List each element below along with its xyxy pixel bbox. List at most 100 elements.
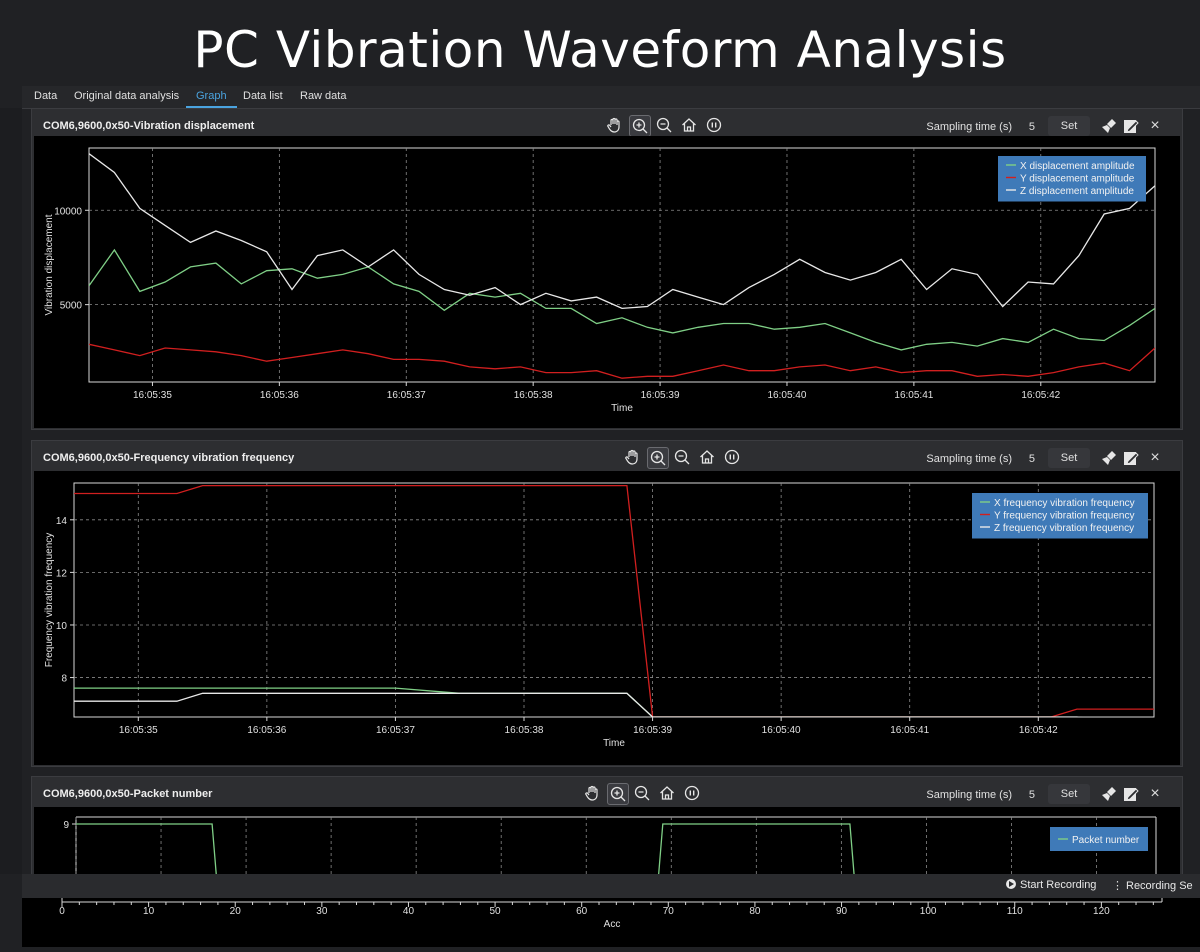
x-tick-label: 16:05:38	[514, 390, 553, 401]
home-icon[interactable]	[679, 115, 699, 135]
zoom-out-icon[interactable]	[672, 447, 692, 467]
series-line-3	[89, 153, 1155, 310]
frequency-chart[interactable]: 16:05:35 16:05:36 16:05:37 16:05:38 16:05:39…	[34, 471, 1180, 765]
legend-entry: Packet number	[1072, 835, 1140, 846]
tab-data-list[interactable]: Data list	[243, 90, 283, 102]
more-vertical-icon: ⋮	[1112, 880, 1123, 892]
panel-frequency-vibration: COM6,9600,0x50-Frequency vibration frequ…	[31, 440, 1183, 767]
pan-hand-icon[interactable]	[604, 115, 624, 135]
chart-area[interactable]: 9 Packet number	[34, 807, 1180, 874]
pause-icon[interactable]	[722, 447, 742, 467]
x-tick-label: 16:05:38	[505, 725, 544, 736]
series-line-2	[74, 484, 1154, 717]
tab-data[interactable]: Data	[34, 90, 58, 102]
y-tick-label: 8	[61, 674, 67, 685]
panel-title: COM6,9600,0x50-Vibration displacement	[43, 120, 255, 132]
play-icon	[1006, 879, 1016, 889]
x-tick-label: 100	[920, 906, 937, 917]
legend-entry: X frequency vibration frequency	[994, 498, 1135, 509]
series-line-2	[89, 343, 1155, 379]
chart-area[interactable]: 16:05:35 16:05:36 16:05:37 16:05:38 16:05:39…	[34, 136, 1180, 428]
x-tick-label: 16:05:35	[133, 390, 172, 401]
displacement-chart[interactable]: 16:05:35 16:05:36 16:05:37 16:05:38 16:05:39…	[34, 136, 1180, 428]
packet-number-chart[interactable]: 9 Packet number	[34, 807, 1180, 874]
x-tick-label: 10	[143, 906, 155, 917]
x-tick-label: 16:05:36	[247, 725, 286, 736]
sampling-time-value[interactable]: 5	[1028, 121, 1035, 133]
edit-icon[interactable]	[1122, 785, 1140, 803]
sampling-time-value[interactable]: 5	[1028, 789, 1035, 801]
brush-clear-icon[interactable]	[1100, 117, 1118, 135]
home-icon[interactable]	[657, 783, 677, 803]
x-tick-label: 30	[316, 906, 328, 917]
y-tick-label: 9	[63, 820, 69, 831]
series-line-1	[76, 823, 855, 874]
set-button[interactable]: Set	[1048, 116, 1090, 136]
pan-hand-icon[interactable]	[582, 783, 602, 803]
zoom-in-icon[interactable]	[607, 783, 629, 805]
y-axis-label: Vibration displacement	[44, 214, 55, 315]
panel-vibration-displacement: COM6,9600,0x50-Vibration displacement Sa…	[31, 108, 1183, 430]
edit-icon[interactable]	[1122, 117, 1140, 135]
legend-entry: X displacement amplitude	[1020, 161, 1135, 172]
banner-title: PC Vibration Waveform Analysis	[193, 21, 1007, 79]
sampling-time-label: Sampling time (s)	[926, 789, 1012, 801]
sampling-time-label: Sampling time (s)	[926, 453, 1012, 465]
chart-toolbar	[622, 447, 742, 471]
x-tick-label: 16:05:42	[1021, 390, 1060, 401]
legend-entry: Z displacement amplitude	[1020, 186, 1134, 197]
y-tick-label: 10	[56, 621, 68, 632]
x-tick-label: 80	[749, 906, 761, 917]
brush-clear-icon[interactable]	[1100, 785, 1118, 803]
recording-settings-button[interactable]: ⋮ Recording Se	[1112, 879, 1193, 892]
sampling-time-value[interactable]: 5	[1028, 453, 1035, 465]
y-axis-label: Frequency vibration frequency	[44, 533, 55, 668]
start-recording-button[interactable]: Start Recording	[1006, 879, 1096, 891]
chart-toolbar	[582, 783, 702, 807]
chart-area[interactable]: 16:05:35 16:05:36 16:05:37 16:05:38 16:05:39…	[34, 471, 1180, 765]
panel-title: COM6,9600,0x50-Packet number	[43, 788, 213, 800]
x-tick-label: 16:05:37	[376, 725, 415, 736]
legend-box	[998, 156, 1146, 202]
x-axis-label: Acc	[604, 919, 621, 930]
y-tick-label: 10000	[54, 206, 82, 217]
x-tick-label: 0	[59, 906, 65, 917]
close-icon[interactable]: ×	[1150, 785, 1160, 802]
tab-bar: Data Original data analysis Graph Data l…	[22, 86, 1200, 109]
tab-graph[interactable]: Graph	[186, 90, 237, 108]
plot-frame	[88, 147, 1156, 383]
x-tick-label: 90	[836, 906, 848, 917]
zoom-out-icon[interactable]	[654, 115, 674, 135]
tab-raw-data[interactable]: Raw data	[300, 90, 347, 102]
recording-settings-label: Recording Se	[1126, 880, 1193, 892]
pan-hand-icon[interactable]	[622, 447, 642, 467]
set-button[interactable]: Set	[1048, 784, 1090, 804]
zoom-in-icon[interactable]	[629, 115, 651, 137]
close-icon[interactable]: ×	[1150, 449, 1160, 466]
x-axis-label: Time	[603, 738, 625, 749]
sampling-time-label: Sampling time (s)	[926, 121, 1012, 133]
close-icon[interactable]: ×	[1150, 117, 1160, 134]
edit-icon[interactable]	[1122, 449, 1140, 467]
x-tick-label: 16:05:37	[387, 390, 426, 401]
set-button[interactable]: Set	[1048, 448, 1090, 468]
zoom-out-icon[interactable]	[632, 783, 652, 803]
tab-original-data-analysis[interactable]: Original data analysis	[74, 90, 180, 102]
acc-axis: 0 10 20 30 40 50 60 70 80 90 100 110 120 Acc	[59, 898, 1163, 930]
home-icon[interactable]	[697, 447, 717, 467]
y-tick-label: 12	[56, 568, 68, 579]
zoom-in-icon[interactable]	[647, 447, 669, 469]
x-tick-label: 16:05:42	[1019, 725, 1058, 736]
legend-entry: Z frequency vibration frequency	[994, 523, 1134, 534]
x-tick-label: 16:05:35	[119, 725, 158, 736]
recording-bar: Start Recording ⋮ Recording Se	[22, 874, 1200, 898]
legend-box	[972, 493, 1148, 539]
pause-icon[interactable]	[682, 783, 702, 803]
pause-icon[interactable]	[704, 115, 724, 135]
legend-entry: Y frequency vibration frequency	[994, 511, 1134, 522]
brush-clear-icon[interactable]	[1100, 449, 1118, 467]
x-tick-label: 110	[1007, 906, 1023, 917]
chart-toolbar	[604, 115, 724, 139]
plot-frame	[73, 482, 1155, 718]
x-tick-label: 40	[403, 906, 415, 917]
